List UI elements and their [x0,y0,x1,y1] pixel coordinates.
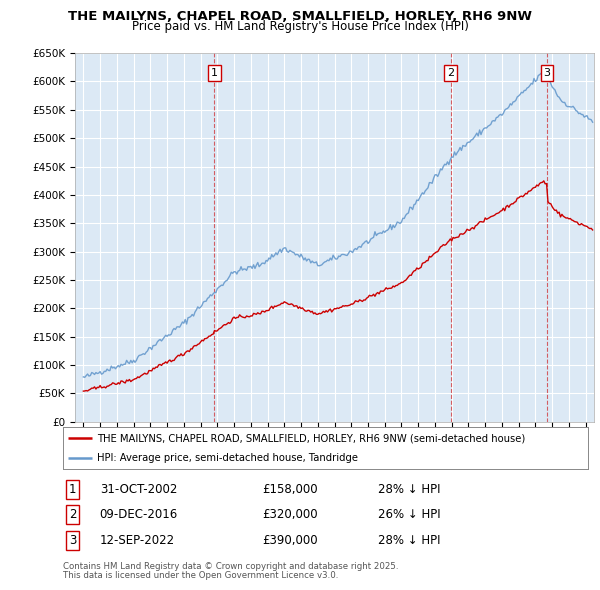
Text: 2: 2 [69,508,76,522]
Text: Price paid vs. HM Land Registry's House Price Index (HPI): Price paid vs. HM Land Registry's House … [131,20,469,33]
Text: 3: 3 [544,68,551,78]
Text: 28% ↓ HPI: 28% ↓ HPI [378,483,440,496]
Text: 2: 2 [447,68,454,78]
Text: 09-DEC-2016: 09-DEC-2016 [100,508,178,522]
Text: £320,000: £320,000 [263,508,318,522]
Text: This data is licensed under the Open Government Licence v3.0.: This data is licensed under the Open Gov… [63,571,338,580]
Text: £158,000: £158,000 [263,483,318,496]
Text: 1: 1 [211,68,218,78]
Text: 3: 3 [69,534,76,547]
Text: 31-OCT-2002: 31-OCT-2002 [100,483,177,496]
Text: HPI: Average price, semi-detached house, Tandridge: HPI: Average price, semi-detached house,… [97,454,358,463]
Text: Contains HM Land Registry data © Crown copyright and database right 2025.: Contains HM Land Registry data © Crown c… [63,562,398,571]
Text: THE MAILYNS, CHAPEL ROAD, SMALLFIELD, HORLEY, RH6 9NW: THE MAILYNS, CHAPEL ROAD, SMALLFIELD, HO… [68,10,532,23]
Text: 28% ↓ HPI: 28% ↓ HPI [378,534,440,547]
Text: £390,000: £390,000 [263,534,318,547]
Text: 12-SEP-2022: 12-SEP-2022 [100,534,175,547]
Text: THE MAILYNS, CHAPEL ROAD, SMALLFIELD, HORLEY, RH6 9NW (semi-detached house): THE MAILYNS, CHAPEL ROAD, SMALLFIELD, HO… [97,433,526,443]
Text: 26% ↓ HPI: 26% ↓ HPI [378,508,440,522]
Text: 1: 1 [69,483,76,496]
